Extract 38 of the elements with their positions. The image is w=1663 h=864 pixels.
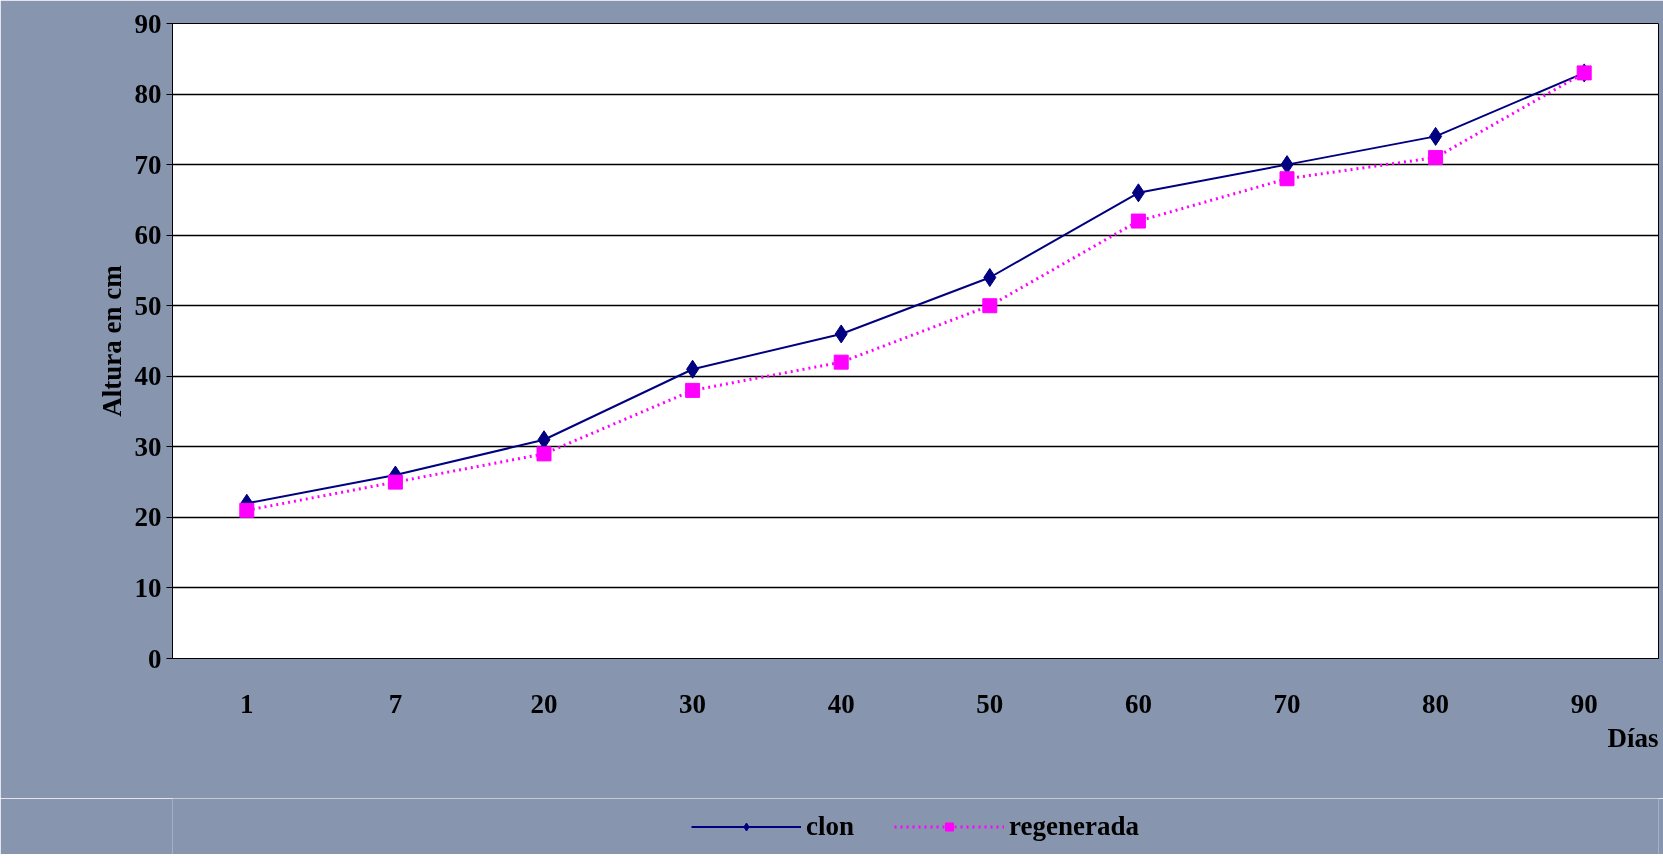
point [685, 382, 701, 398]
point [833, 354, 849, 370]
legend-label: clon [806, 810, 855, 842]
x-tick-label: 20 [530, 688, 558, 719]
y-axis-title: Altura en cm [96, 264, 127, 417]
y-tick-label: 0 [148, 643, 162, 674]
y-tick-label: 10 [134, 572, 162, 603]
x-axis-title: Días [1607, 722, 1659, 753]
x-tick-label: 80 [1422, 688, 1450, 719]
y-tick-label: 80 [134, 79, 162, 110]
point [834, 324, 848, 344]
x-tick-label: 1 [240, 688, 254, 719]
x-tick-label: 60 [1124, 688, 1152, 719]
y-tick-label: 60 [134, 220, 162, 251]
x-tick-label: 70 [1273, 688, 1301, 719]
point [1429, 126, 1443, 146]
point [982, 298, 998, 314]
y-tick-label: 20 [134, 502, 162, 533]
y-tick-label: 90 [134, 8, 162, 39]
x-tick-label: 7 [388, 688, 403, 719]
x-tick-label: 40 [827, 688, 855, 719]
point [239, 502, 255, 518]
point [1130, 213, 1146, 229]
x-tick-label: 50 [976, 688, 1004, 719]
y-tick-label: 50 [134, 290, 162, 321]
x-tick-label: 90 [1570, 688, 1598, 719]
y-tick-label: 30 [134, 431, 162, 462]
point [686, 359, 700, 379]
point [387, 474, 403, 490]
point [1279, 171, 1295, 187]
legend-label: regenerada [1009, 810, 1139, 842]
point [536, 446, 552, 462]
x-tick-label: 30 [679, 688, 707, 719]
point [983, 268, 997, 287]
y-tick-label: 70 [134, 149, 162, 180]
point [1131, 183, 1145, 203]
point [1428, 150, 1444, 166]
y-tick-label: 40 [134, 361, 162, 392]
